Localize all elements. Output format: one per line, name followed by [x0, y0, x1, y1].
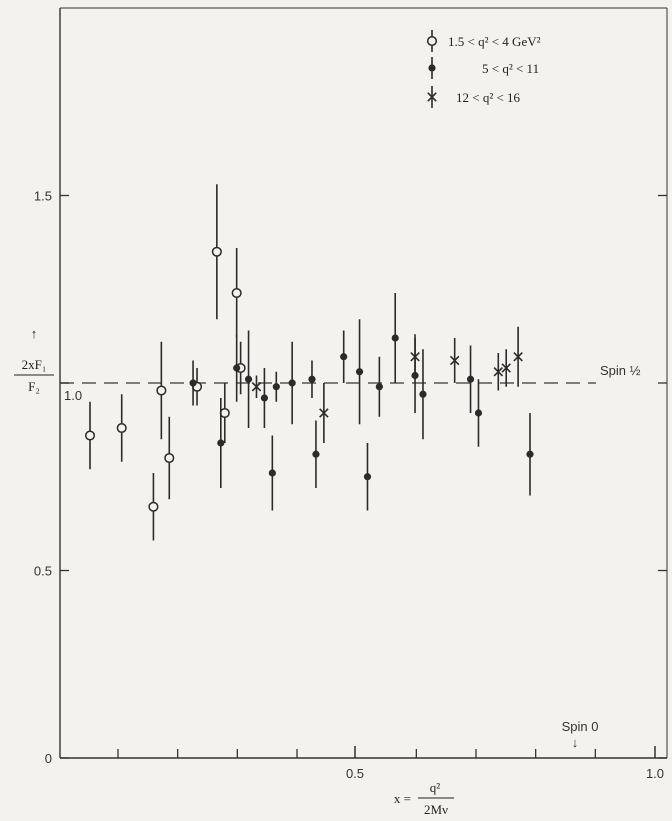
legend-open-circle-icon — [426, 35, 438, 47]
legend-label: 5 < q² < 11 — [482, 61, 539, 76]
open-circle-marker — [219, 407, 230, 419]
data-point-filled-circle — [526, 413, 534, 496]
data-point-filled-circle — [312, 420, 320, 488]
open-circle-marker — [84, 430, 96, 441]
filled-circle-marker — [375, 383, 383, 391]
data-point-open-circle — [164, 416, 175, 500]
spin-zero-label: Spin 0 — [562, 719, 599, 734]
cross-marker-stroke — [410, 351, 420, 362]
filled-circle-marker — [260, 394, 269, 402]
filled-circle-marker — [355, 368, 364, 376]
filled-circle-marker — [391, 334, 399, 342]
data-point-open-circle — [156, 341, 167, 440]
filled-circle-marker — [233, 364, 241, 372]
legend: 1.5 < q² < 4 GeV² 5 < q² < 11 12 < q² < 16 — [426, 30, 541, 108]
filled-circle-marker — [474, 409, 483, 417]
data-point-filled-circle — [260, 368, 269, 428]
filled-circle-marker — [340, 353, 348, 361]
data-point-filled-circle — [268, 435, 276, 511]
filled-circle-marker — [312, 450, 320, 458]
data-point-open-circle — [231, 248, 242, 338]
x-tick-label: 0.5 — [346, 766, 364, 781]
open-circle-marker — [164, 452, 175, 464]
y-tick-label: 0.5 — [34, 564, 52, 579]
open-circle-marker — [231, 287, 242, 299]
data-point-cross — [501, 349, 511, 387]
filled-circle-marker — [244, 375, 253, 383]
data-point-filled-circle — [189, 360, 197, 406]
open-circle-marker — [148, 501, 159, 512]
data-point-open-circle — [148, 473, 159, 541]
open-circle-marker — [211, 246, 222, 257]
x-axis-label-numerator: q² — [430, 780, 441, 795]
data-point-cross — [449, 338, 460, 383]
filled-circle-marker — [419, 390, 427, 398]
data-point-open-circle — [116, 394, 127, 462]
data-point-open-circle — [211, 184, 222, 320]
legend-filled-circle-icon — [428, 64, 436, 72]
y-tick-label: 1.5 — [34, 189, 52, 204]
data-point-cross — [410, 334, 420, 380]
cross-marker-stroke — [513, 351, 523, 362]
data-point-open-circle — [219, 383, 230, 443]
x-axis-label-denominator: 2Mν — [424, 802, 448, 817]
data-point-filled-circle — [363, 443, 372, 511]
data-point-filled-circle — [272, 371, 280, 402]
filled-circle-marker — [363, 473, 372, 481]
data-point-filled-circle — [474, 379, 483, 447]
data-point-cross — [493, 353, 504, 391]
data-point-cross — [513, 326, 523, 387]
data-point-filled-circle — [391, 293, 399, 383]
x-tick-label: 1.0 — [646, 766, 664, 781]
y-tick-label: 1.0 — [64, 388, 82, 403]
data-point-filled-circle — [308, 360, 316, 398]
axis-labels: ↑ 2xF₁ F₂ x = q² 2Mν Spin ½ Spin 0 ↓ — [14, 326, 641, 817]
data-point-filled-circle — [375, 356, 383, 417]
y-axis-label-denominator: F₂ — [28, 379, 40, 394]
filled-circle-marker — [268, 469, 276, 477]
cross-marker-stroke — [501, 363, 511, 373]
y-axis-label-numerator: 2xF₁ — [22, 357, 47, 372]
legend-cross-icon — [427, 92, 437, 102]
tick-labels: 0 0.5 1.0 1.5 0.5 1.0 — [34, 189, 664, 782]
filled-circle-marker — [272, 383, 280, 391]
data-point-filled-circle — [244, 330, 253, 428]
cross-marker-stroke — [449, 355, 460, 366]
spin-half-label: Spin ½ — [600, 363, 641, 378]
data-point-open-circle — [191, 368, 203, 406]
data-point-filled-circle — [419, 349, 427, 440]
y-axis-arrow: ↑ — [31, 326, 38, 341]
cross-marker-stroke — [251, 381, 262, 392]
data-point-filled-circle — [288, 341, 296, 425]
y-tick-label: 0 — [45, 751, 52, 766]
x-axis-label-prefix: x = — [394, 791, 411, 806]
data-points — [84, 184, 534, 541]
data-point-filled-circle — [355, 319, 364, 425]
open-circle-marker — [116, 422, 127, 434]
data-point-filled-circle — [217, 398, 225, 488]
legend-label: 1.5 < q² < 4 GeV² — [448, 34, 541, 49]
spin-zero-arrow: ↓ — [572, 735, 579, 750]
data-point-open-circle — [84, 401, 96, 470]
open-circle-marker — [156, 385, 167, 396]
data-point-filled-circle — [233, 334, 241, 402]
data-point-filled-circle — [340, 330, 348, 383]
cross-marker-stroke — [319, 408, 329, 418]
filled-circle-marker — [308, 375, 316, 383]
cross-marker-stroke — [493, 366, 504, 377]
filled-circle-marker — [526, 450, 534, 458]
legend-label: 12 < q² < 16 — [456, 90, 521, 105]
axis-ticks — [60, 194, 667, 759]
data-point-filled-circle — [466, 345, 475, 413]
data-point-cross — [319, 383, 329, 443]
filled-circle-marker — [189, 379, 197, 387]
filled-circle-marker — [217, 439, 225, 447]
filled-circle-marker — [466, 375, 475, 383]
data-point-cross — [251, 375, 262, 398]
filled-circle-marker — [288, 379, 296, 387]
